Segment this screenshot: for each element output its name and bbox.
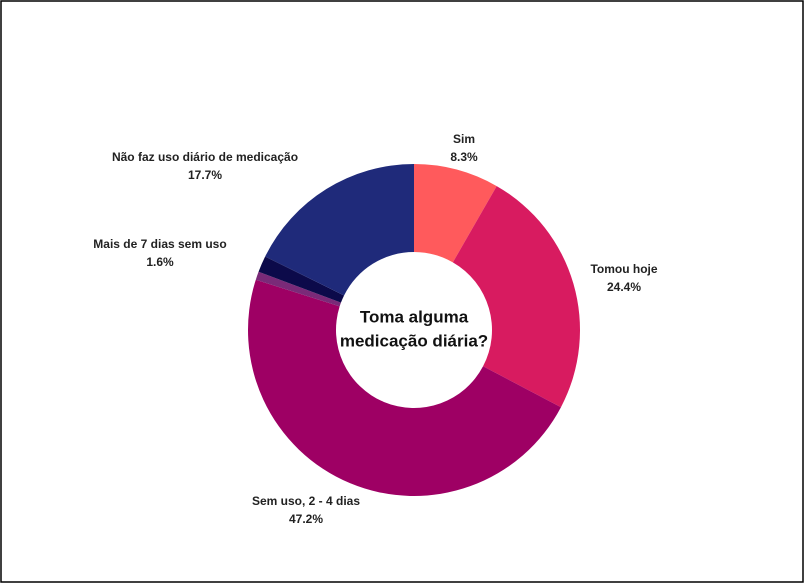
slice-value: 24.4% xyxy=(607,280,641,294)
donut-slice xyxy=(255,271,341,307)
slice-label: Sim xyxy=(453,132,475,146)
slice-value: 1.6% xyxy=(146,255,174,269)
slice-value: 17.7% xyxy=(188,168,222,182)
slice-label: Sem uso, 2 - 4 dias xyxy=(252,494,360,508)
slice-label: Tomou hoje xyxy=(590,262,657,276)
center-label: Toma alguma xyxy=(360,307,469,326)
slice-label: Não faz uso diário de medicação xyxy=(112,150,298,164)
donut-slice xyxy=(258,256,345,303)
donut-slice xyxy=(247,279,561,497)
slice-label: Mais de 7 dias sem uso xyxy=(93,237,226,251)
donut-slice xyxy=(414,164,497,263)
slice-value: 47.2% xyxy=(289,512,323,526)
donut-slice xyxy=(452,186,580,408)
donut-slice xyxy=(265,164,414,296)
slice-value: 8.3% xyxy=(450,150,478,164)
center-label: medicação diária? xyxy=(340,331,488,350)
